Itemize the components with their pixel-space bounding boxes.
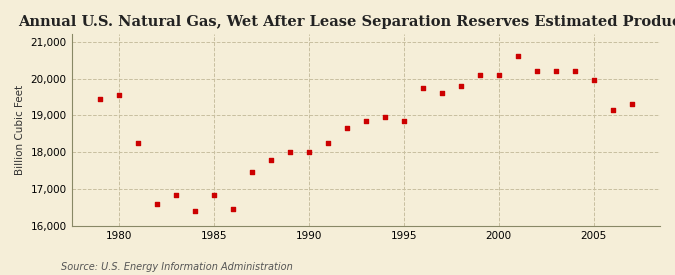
Point (588, 78, 599, 82)
Point (95, 97, 105, 101)
Point (379, 115, 390, 119)
Point (304, 150, 315, 155)
Point (531, 69, 542, 73)
Point (342, 126, 352, 130)
Title: Annual U.S. Natural Gas, Wet After Lease Separation Reserves Estimated Productio: Annual U.S. Natural Gas, Wet After Lease… (18, 15, 675, 29)
Point (265, 157, 276, 162)
Text: Source: U.S. Energy Information Administration: Source: U.S. Energy Information Administ… (61, 262, 292, 272)
Point (550, 69, 561, 73)
Point (171, 192, 182, 197)
Point (493, 73, 504, 77)
Point (227, 207, 238, 211)
Point (209, 192, 219, 197)
Y-axis label: Billion Cubic Feet: Billion Cubic Feet (15, 85, 25, 175)
Point (436, 91, 447, 95)
Point (190, 209, 200, 213)
Point (398, 119, 409, 123)
Point (246, 170, 257, 175)
Point (113, 93, 124, 97)
Point (360, 119, 371, 123)
Point (323, 141, 333, 145)
Point (455, 84, 466, 88)
Point (284, 150, 295, 155)
Point (626, 102, 637, 106)
Point (417, 86, 428, 90)
Point (132, 141, 143, 145)
Point (569, 69, 580, 73)
Point (152, 202, 163, 206)
Point (607, 108, 618, 112)
Point (512, 54, 523, 59)
Point (475, 73, 485, 77)
